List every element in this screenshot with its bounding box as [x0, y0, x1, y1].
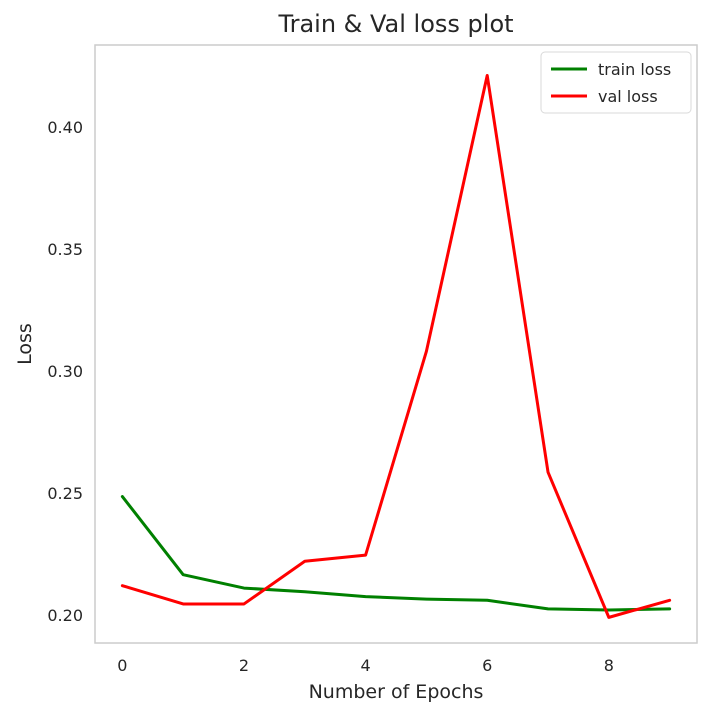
y-axis-ticks: 0.20 0.25 0.30 0.35 0.40: [47, 118, 83, 625]
train-loss-series-line: [120, 495, 672, 612]
val-loss-series-line: [120, 74, 672, 619]
series-lines: [120, 74, 672, 619]
x-axis-ticks: 0 2 4 6 8: [117, 656, 614, 675]
legend-label-val-loss: val loss: [598, 87, 658, 106]
y-tick-label: 0.30: [47, 362, 83, 381]
x-axis-label: Number of Epochs: [309, 681, 484, 703]
y-tick-label: 0.40: [47, 118, 83, 137]
x-tick-label: 4: [361, 656, 371, 675]
x-tick-label: 0: [117, 656, 127, 675]
chart-title: Train & Val loss plot: [277, 10, 513, 38]
plot-area: [94, 44, 698, 644]
y-tick-label: 0.35: [47, 240, 83, 259]
legend-box: [540, 51, 692, 114]
legend-label-train-loss: train loss: [598, 60, 671, 79]
x-tick-label: 6: [482, 656, 492, 675]
legend: train loss val loss: [540, 51, 692, 114]
x-tick-label: 8: [604, 656, 614, 675]
y-tick-label: 0.25: [47, 484, 83, 503]
x-tick-label: 2: [239, 656, 249, 675]
y-axis-label: Loss: [14, 323, 36, 365]
y-tick-label: 0.20: [47, 606, 83, 625]
